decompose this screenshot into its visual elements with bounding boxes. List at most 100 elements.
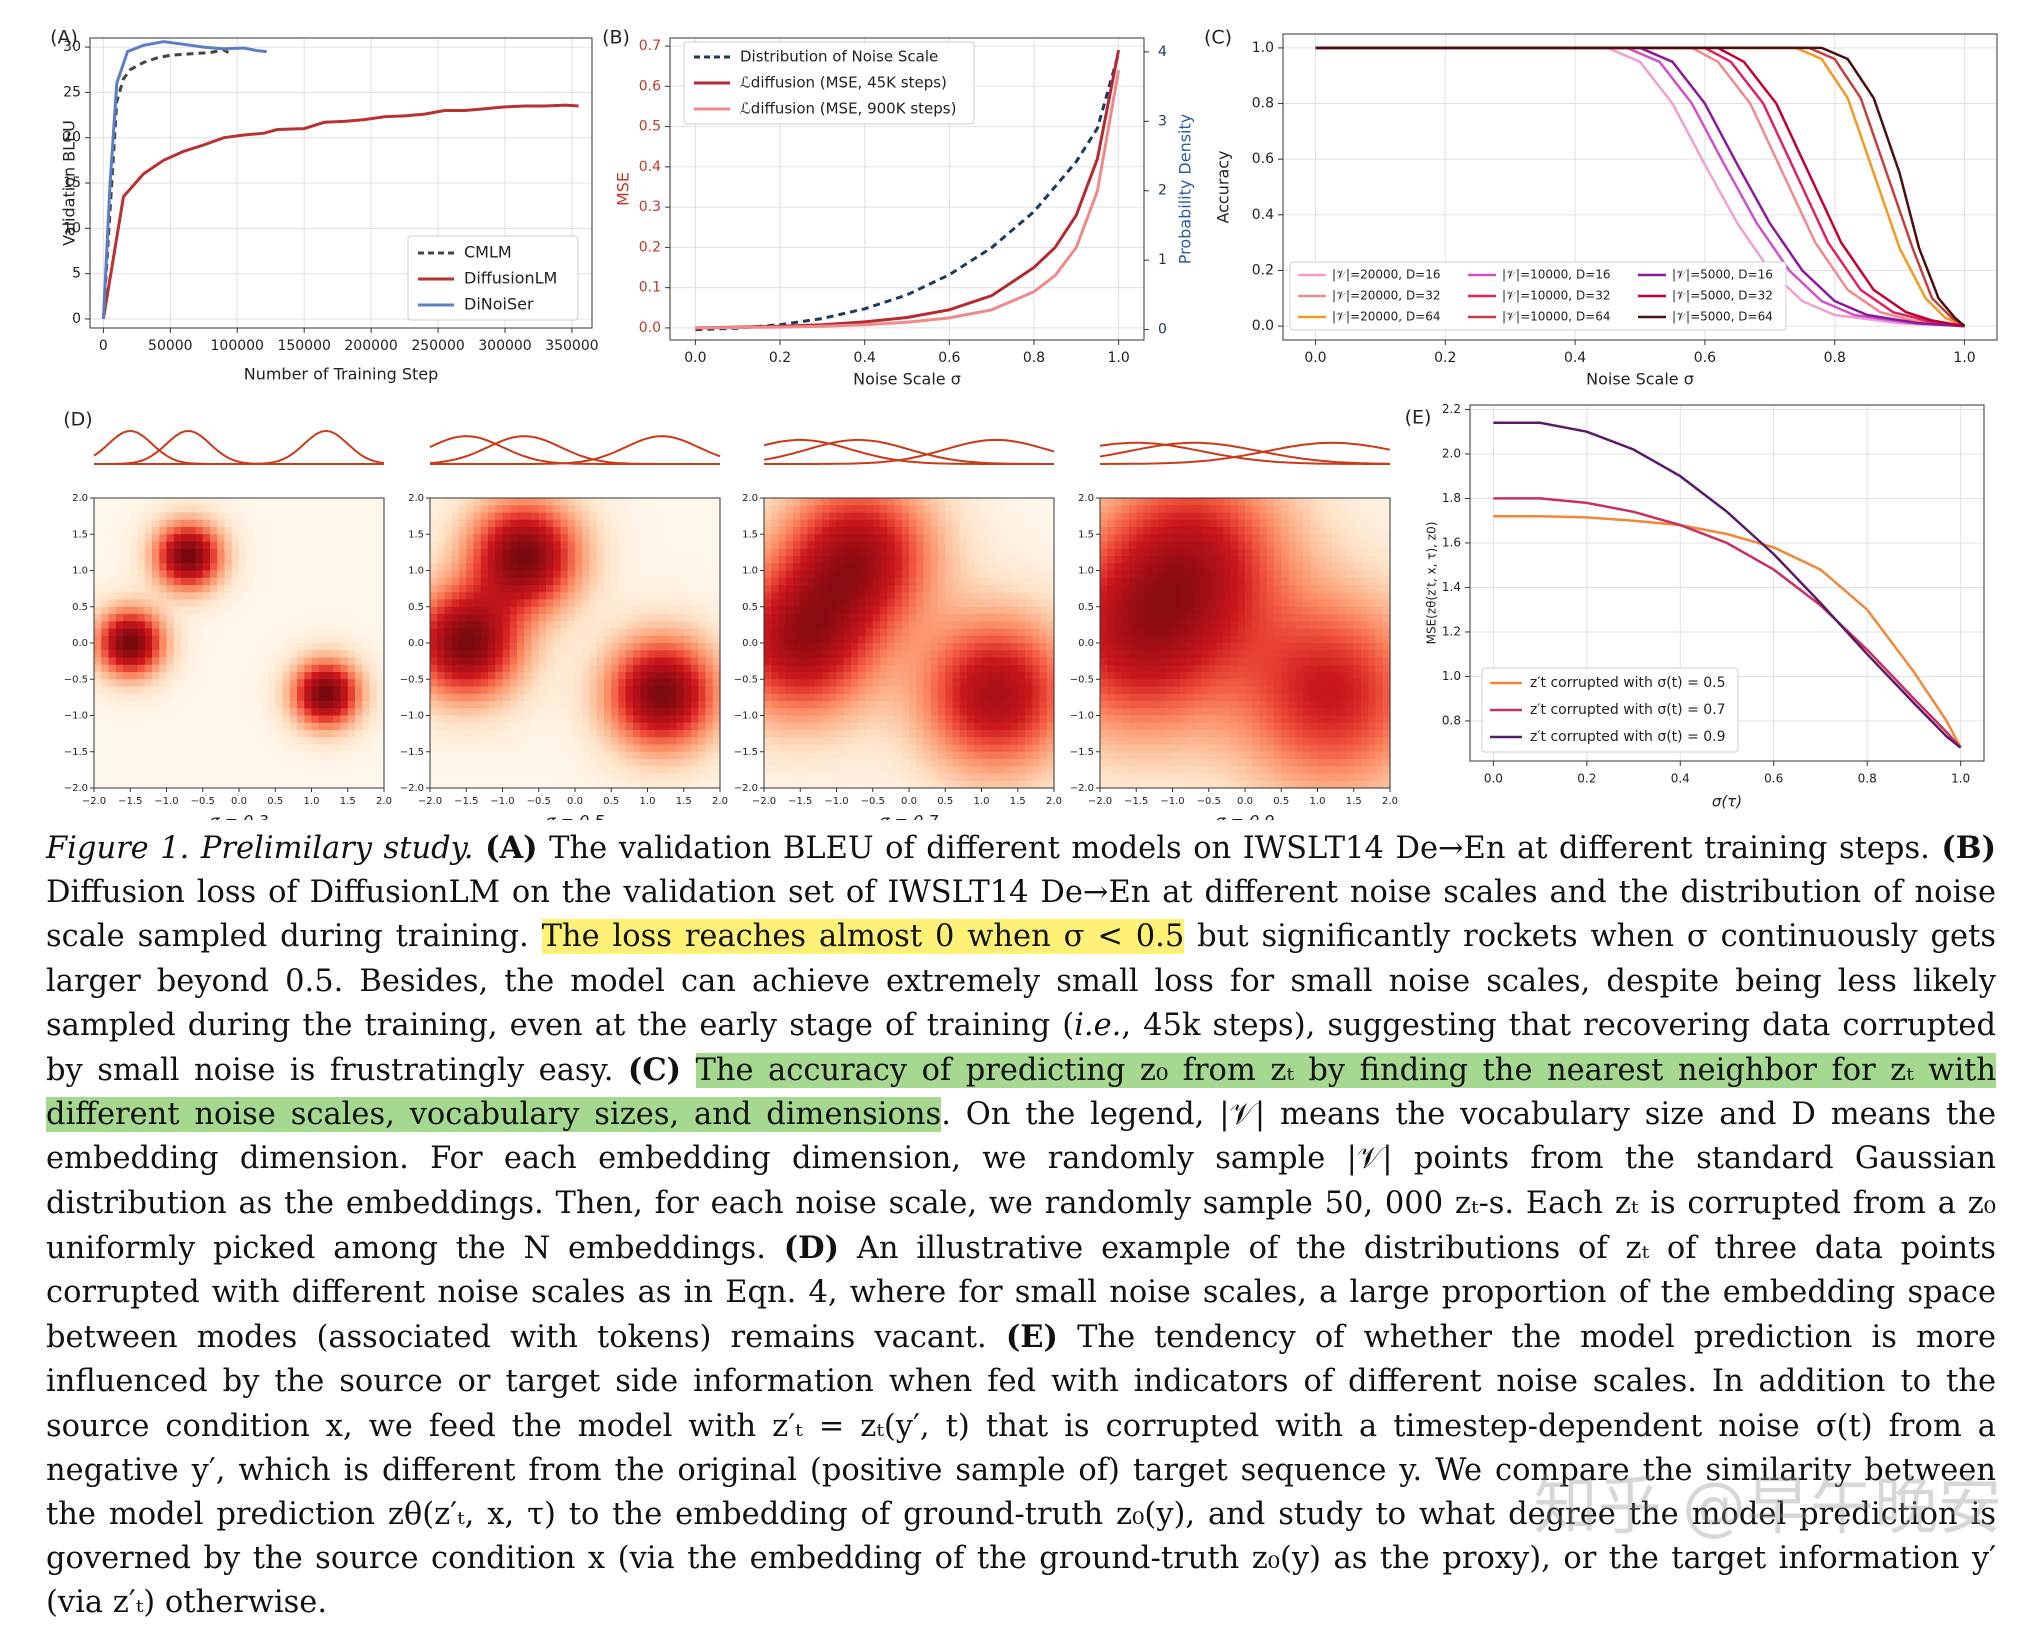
panel-d-heat-cell bbox=[633, 520, 641, 528]
panel-d-heat-cell bbox=[181, 607, 189, 615]
panel-d-heat-cell bbox=[437, 737, 445, 745]
panel-d-heat-cell bbox=[677, 505, 685, 513]
panel-d-heat-cell bbox=[539, 737, 547, 745]
panel-d-heat-cell bbox=[101, 513, 109, 521]
panel-d-heat-cell bbox=[916, 730, 924, 738]
panel-d-heat-cell bbox=[109, 527, 117, 535]
panel-d-heat-cell bbox=[517, 556, 525, 564]
panel-d-heat-cell bbox=[706, 636, 714, 644]
panel-d-heat-cell bbox=[982, 498, 990, 506]
panel-d-heat-cell bbox=[174, 745, 182, 753]
panel-d-heat-cell bbox=[1047, 745, 1055, 753]
panel-d-heat-cell bbox=[829, 643, 837, 651]
panel-d-heat-cell bbox=[771, 643, 779, 651]
panel-d-heat-cell bbox=[377, 716, 385, 724]
panel-d-heat-cell bbox=[1032, 723, 1040, 731]
panel-d-heat-cell bbox=[677, 563, 685, 571]
panel-d-heat-cell bbox=[355, 549, 363, 557]
panel-d-heat-cell bbox=[691, 592, 699, 600]
panel-d-heat-cell bbox=[626, 672, 634, 680]
panel-d-heat-cell bbox=[181, 600, 189, 608]
panel-d-heat-cell bbox=[597, 781, 605, 789]
panel-d-heat-cell bbox=[152, 708, 160, 716]
panel-d-heat-cell bbox=[1047, 556, 1055, 564]
panel-d-heat-cell bbox=[1003, 600, 1011, 608]
panel-d-heat-cell bbox=[648, 650, 656, 658]
panel-d-heat-cell bbox=[304, 730, 312, 738]
panel-d-heat-cell bbox=[880, 600, 888, 608]
panel-d-heat-cell bbox=[916, 585, 924, 593]
panel-d-heat-cell bbox=[866, 636, 874, 644]
panel-d-heat-cell bbox=[938, 643, 946, 651]
panel-d-heat-cell bbox=[319, 730, 327, 738]
panel-d-heat-cell bbox=[217, 694, 225, 702]
panel-d-heat-cell bbox=[312, 716, 320, 724]
panel-d-heat-cell bbox=[239, 737, 247, 745]
panel-d-heat-cell bbox=[481, 534, 489, 542]
panel-d-heat-cell bbox=[94, 716, 102, 724]
panel-d-heat-cell bbox=[437, 708, 445, 716]
panel-d-heat-cell bbox=[210, 665, 218, 673]
panel-d-heat-cell bbox=[662, 687, 670, 695]
panel-d-heat-cell bbox=[466, 571, 474, 579]
panel-d-heat-cell bbox=[1047, 549, 1055, 557]
panel-d-heat-cell bbox=[996, 563, 1004, 571]
panel-d-heat-cell bbox=[188, 513, 196, 521]
panel-d-heat-cell bbox=[362, 737, 370, 745]
panel-d-heat-cell bbox=[837, 665, 845, 673]
panel-d-heat-cell bbox=[779, 665, 787, 673]
panel-d-heat-cell bbox=[793, 679, 801, 687]
panel-d-heat-cell bbox=[553, 716, 561, 724]
panel-d-heat-cell bbox=[626, 665, 634, 673]
panel-d-heat-cell bbox=[174, 542, 182, 550]
panel-d-heat-cell bbox=[275, 752, 283, 760]
panel-d-heat-cell bbox=[590, 752, 598, 760]
panel-d-heat-cell bbox=[210, 556, 218, 564]
panel-d-heat-cell bbox=[488, 781, 496, 789]
panel-d-heat-cell bbox=[203, 607, 211, 615]
panel-d-heat-cell bbox=[829, 600, 837, 608]
panel-d-heat-cell bbox=[232, 679, 240, 687]
panel-d-heat-cell bbox=[232, 650, 240, 658]
panel-d-heat-cell bbox=[953, 607, 961, 615]
panel-d-heat-cell bbox=[319, 708, 327, 716]
panel-d-heat-cell bbox=[887, 513, 895, 521]
panel-d-heat-cell bbox=[283, 629, 291, 637]
panel-d-heat-cell bbox=[669, 534, 677, 542]
panel-d-heat-cell bbox=[275, 665, 283, 673]
panel-d-heat-cell bbox=[771, 723, 779, 731]
panel-d-heat-cell bbox=[246, 534, 254, 542]
panel-d-heat-cell bbox=[152, 636, 160, 644]
panel-d-heat-cell bbox=[355, 527, 363, 535]
panel-d-heat-cell bbox=[203, 527, 211, 535]
panel-d-heat-cell bbox=[130, 636, 138, 644]
panel-d-heat-cell bbox=[684, 650, 692, 658]
panel-d-heat-cell bbox=[916, 672, 924, 680]
panel-d-heat-cell bbox=[590, 679, 598, 687]
panel-d-heat-cell bbox=[123, 737, 131, 745]
panel-d-heat-cell bbox=[152, 505, 160, 513]
panel-d-heat-cell bbox=[1011, 759, 1019, 767]
panel-d-heat-cell bbox=[290, 679, 298, 687]
panel-d-heat-cell bbox=[94, 563, 102, 571]
panel-d-heat-cell bbox=[1032, 679, 1040, 687]
panel-d-heat-cell bbox=[437, 658, 445, 666]
panel-d-heat-cell bbox=[466, 513, 474, 521]
panel-d-heat-cell bbox=[561, 643, 569, 651]
panel-d-heat-cell bbox=[312, 527, 320, 535]
panel-d-heat-cell bbox=[445, 759, 453, 767]
panel-d-heat-cell bbox=[945, 513, 953, 521]
panel-d-heat-cell bbox=[1047, 578, 1055, 586]
panel-d-heat-cell bbox=[275, 542, 283, 550]
panel-d-heat-cell bbox=[677, 520, 685, 528]
panel-d-heat-cell bbox=[268, 527, 276, 535]
panel-d-heat-cell bbox=[568, 716, 576, 724]
panel-d-subplot: −2.0−2.0−1.5−1.5−1.0−1.0−0.5−0.50.00.00.… bbox=[400, 436, 728, 820]
panel-d-heat-cell bbox=[355, 542, 363, 550]
panel-d-heat-cell bbox=[437, 556, 445, 564]
panel-d-heat-cell bbox=[474, 600, 482, 608]
panel-d-heat-cell bbox=[793, 694, 801, 702]
panel-d-heat-cell bbox=[866, 571, 874, 579]
panel-d-heat-cell bbox=[931, 629, 939, 637]
panel-d-heat-cell bbox=[437, 701, 445, 709]
